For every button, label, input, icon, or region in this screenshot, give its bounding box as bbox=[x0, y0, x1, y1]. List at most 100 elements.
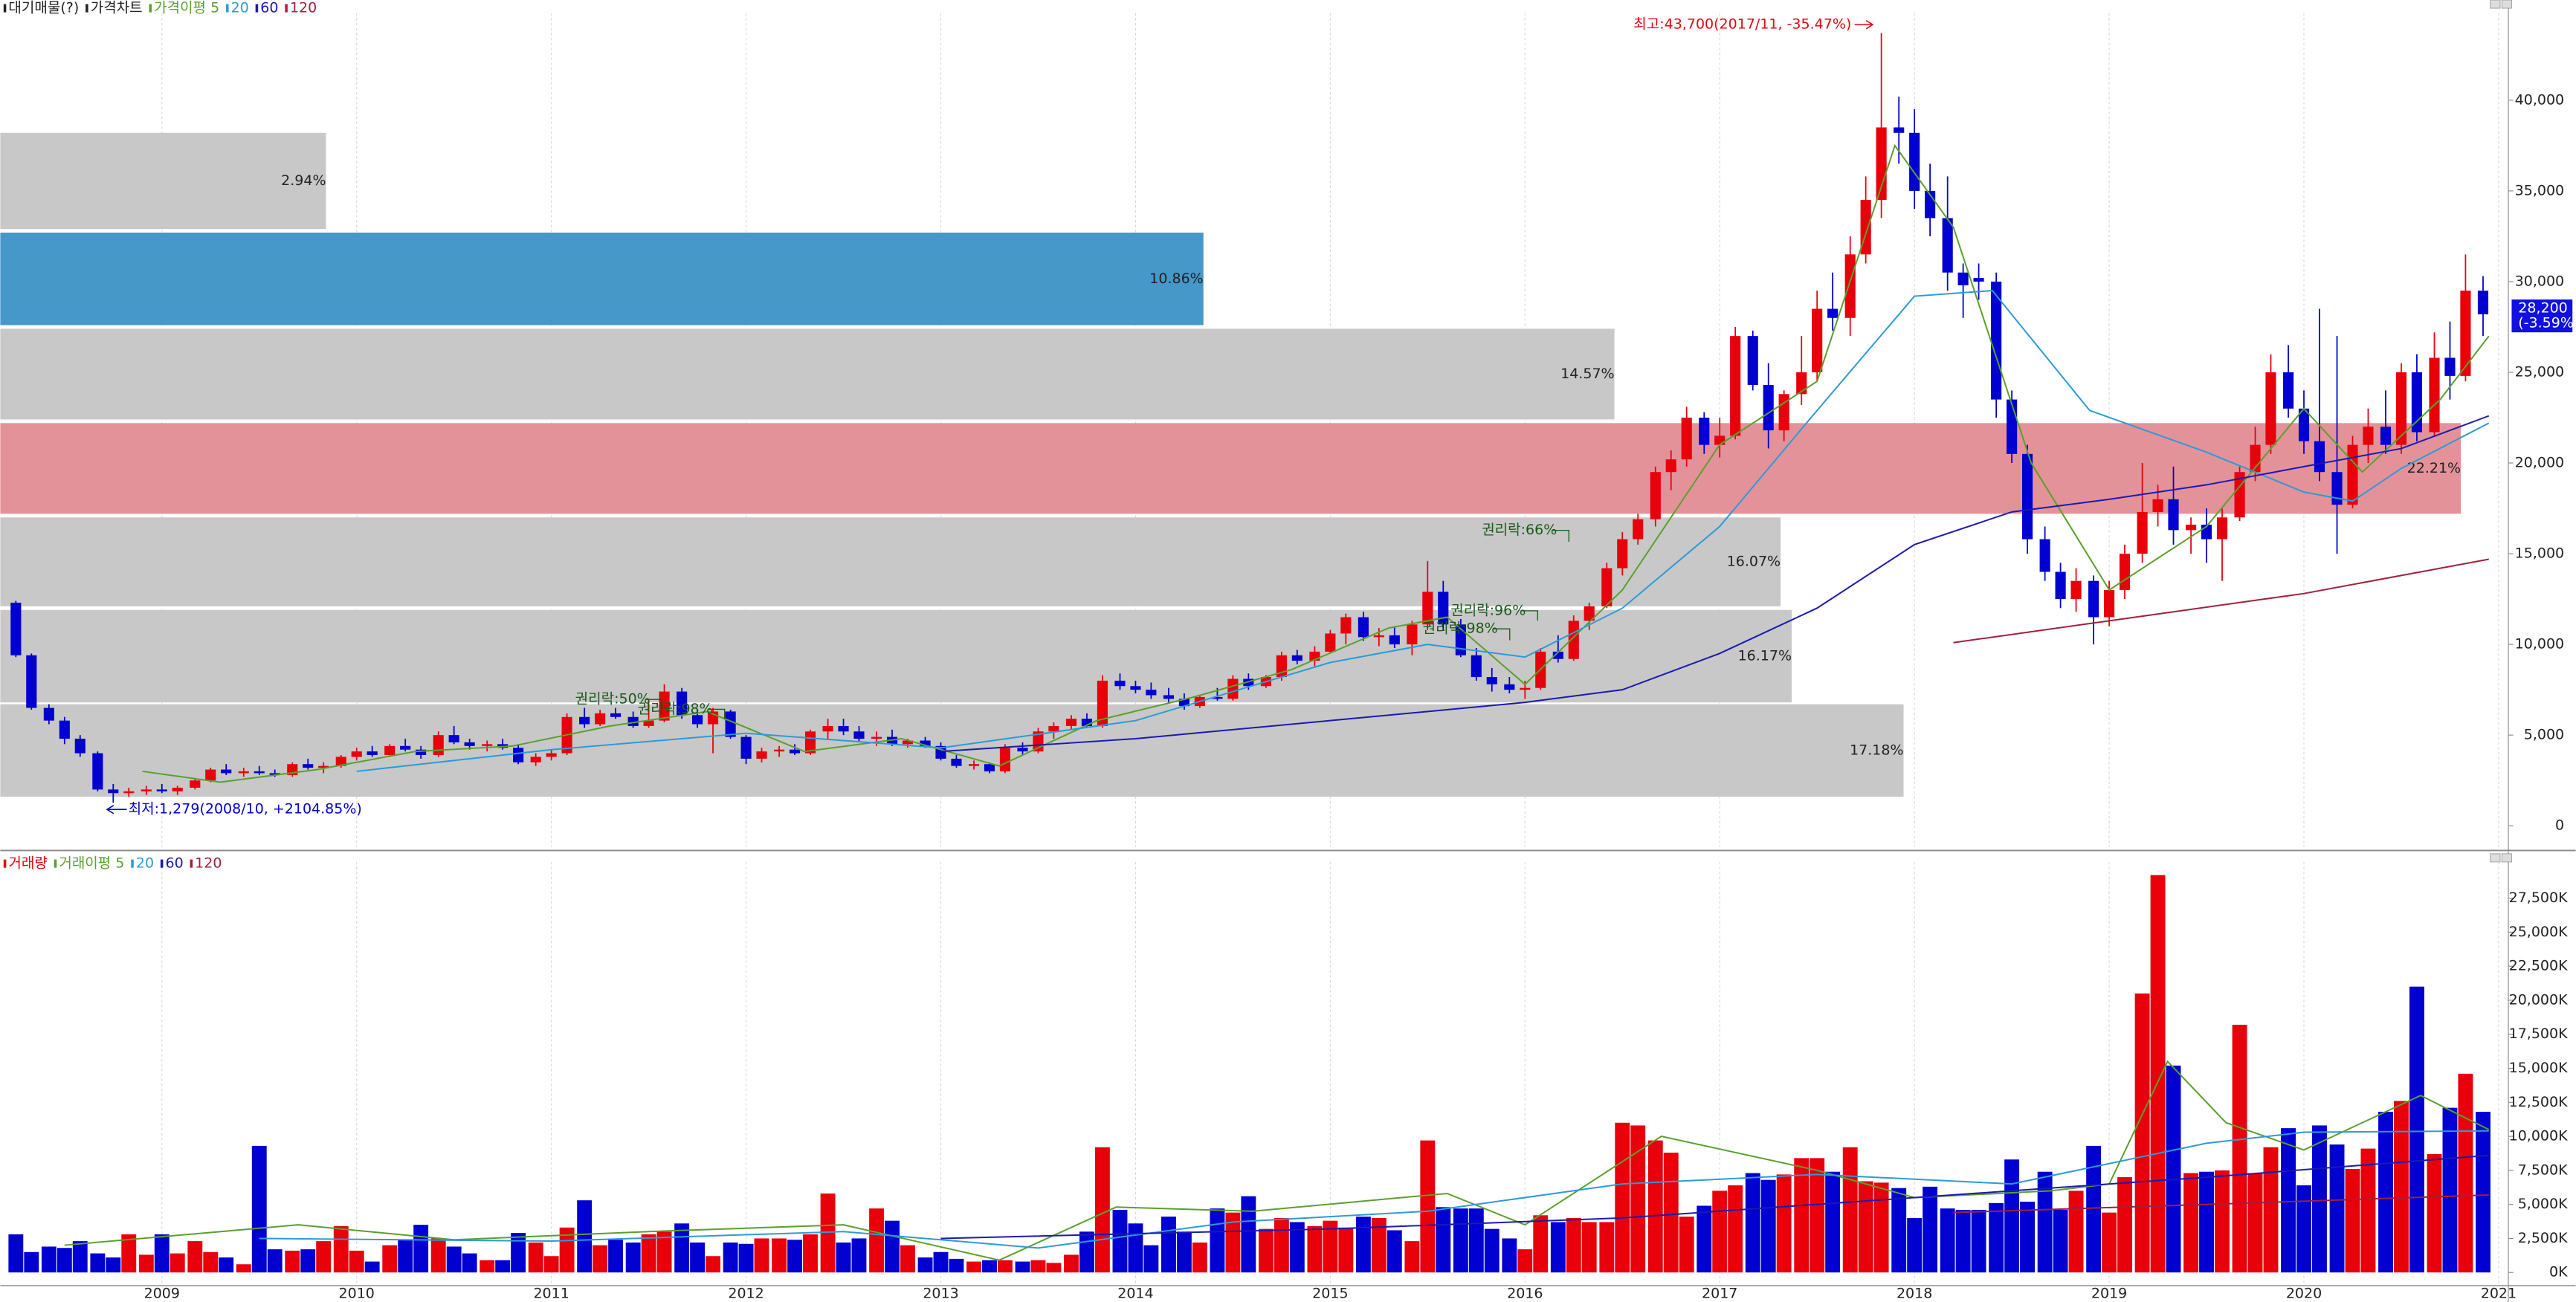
volume-bar bbox=[511, 1233, 526, 1273]
legend-label: 대기매물(?) bbox=[8, 0, 79, 16]
volume-bar bbox=[2053, 1209, 2068, 1273]
volume-bar bbox=[625, 1242, 641, 1273]
volume-bar bbox=[2232, 1024, 2247, 1273]
volume-bar bbox=[446, 1246, 462, 1273]
y-tick-label: 20,000K bbox=[2509, 991, 2568, 1008]
candle-body bbox=[2395, 372, 2407, 445]
volume-bar bbox=[851, 1238, 867, 1273]
y-tick-label: 12,500K bbox=[2509, 1094, 2568, 1110]
moving-average bbox=[142, 143, 2490, 783]
volume-bar bbox=[1550, 1222, 1566, 1273]
candle-body bbox=[1699, 418, 1710, 445]
volume-bar bbox=[1825, 1171, 1841, 1273]
volume-bar bbox=[24, 1251, 39, 1273]
legend-swatch bbox=[3, 859, 7, 868]
profile-label: 14.57% bbox=[1560, 366, 1614, 382]
candle-body bbox=[1340, 617, 1352, 634]
volume-bar bbox=[1581, 1222, 1597, 1273]
volume-bar bbox=[1112, 1209, 1128, 1273]
candle-body bbox=[822, 725, 833, 732]
volume-bar bbox=[1468, 1208, 1484, 1273]
volume-bar bbox=[480, 1260, 495, 1273]
annotation: 최고:43,700(2017/11, -35.47%) bbox=[1633, 16, 1851, 33]
annotation: 권리락:96% bbox=[1450, 602, 1526, 618]
volume-bar bbox=[1776, 1174, 1792, 1273]
legend-label: 거래이평 5 bbox=[59, 855, 124, 872]
y-tick-label: 15,000 bbox=[2515, 545, 2564, 562]
volume-bar bbox=[641, 1234, 656, 1273]
volume-bar bbox=[2102, 1212, 2117, 1273]
volume-bar bbox=[1241, 1196, 1256, 1273]
volume-bar bbox=[656, 1231, 672, 1273]
volume-bar bbox=[966, 1261, 981, 1273]
panel-button[interactable] bbox=[2490, 0, 2501, 9]
volume-bar bbox=[1502, 1238, 1517, 1273]
candle-body bbox=[546, 753, 557, 757]
panel-button[interactable] bbox=[2490, 853, 2501, 863]
candle-body bbox=[123, 791, 135, 794]
volume-bar bbox=[382, 1245, 398, 1273]
volume-bar bbox=[1712, 1191, 1728, 1273]
volume-bar bbox=[900, 1245, 915, 1273]
volume-bar bbox=[690, 1242, 706, 1273]
panel-button[interactable] bbox=[2501, 853, 2512, 863]
candle-body bbox=[756, 751, 767, 759]
volume-bar bbox=[1015, 1261, 1030, 1273]
candle-body bbox=[269, 773, 280, 775]
volume-bar bbox=[559, 1227, 575, 1273]
candle-body bbox=[627, 716, 639, 726]
moving-average bbox=[356, 290, 2490, 772]
last-price: 28,200 bbox=[2518, 300, 2567, 317]
volume-bar bbox=[1794, 1158, 1810, 1273]
volume-bar bbox=[1745, 1173, 1760, 1273]
volume-bar bbox=[2020, 1202, 2036, 1273]
y-tick-label: 0 bbox=[2555, 817, 2564, 834]
candle-body bbox=[1243, 678, 1254, 687]
annotation: 권리락:98% bbox=[1423, 621, 1498, 637]
volume-bar bbox=[8, 1234, 24, 1273]
volume-bar bbox=[885, 1220, 900, 1273]
volume-bar bbox=[2442, 1107, 2458, 1273]
candle-body bbox=[1633, 519, 1644, 540]
y-tick-label: 40,000 bbox=[2515, 91, 2564, 108]
legend-swatch bbox=[255, 4, 259, 13]
candle-body bbox=[1957, 272, 1969, 285]
annotation-arrow bbox=[1854, 19, 1874, 30]
profile-band bbox=[0, 132, 326, 230]
volume-bar bbox=[997, 1260, 1013, 1273]
volume-bar bbox=[1355, 1217, 1371, 1273]
candle-body bbox=[513, 748, 524, 762]
volume-bar bbox=[1940, 1208, 1955, 1273]
legend-label: 20 bbox=[136, 855, 154, 872]
volume-bar bbox=[398, 1240, 413, 1273]
volume-bar bbox=[1420, 1140, 1436, 1273]
legend-swatch bbox=[85, 4, 88, 13]
volume-bar bbox=[2458, 1073, 2473, 1273]
candle-body bbox=[172, 787, 183, 791]
legend-label: 60 bbox=[260, 0, 278, 16]
volume-bar bbox=[462, 1253, 477, 1273]
volume-bar bbox=[1274, 1217, 1289, 1273]
volume-bar bbox=[2409, 986, 2424, 1273]
volume-bar bbox=[608, 1240, 624, 1273]
candle-body bbox=[59, 720, 70, 739]
candle-body bbox=[205, 769, 216, 781]
panel-button[interactable] bbox=[2501, 0, 2512, 9]
volume-bar bbox=[1923, 1186, 1938, 1273]
volume-bar bbox=[1873, 1182, 1889, 1273]
candle-body bbox=[774, 749, 785, 752]
annotation: 권리락:50% bbox=[575, 691, 651, 707]
volume-bar bbox=[1615, 1122, 1630, 1273]
candle-body bbox=[2088, 580, 2099, 618]
volume-bar bbox=[1128, 1223, 1143, 1273]
candle-body bbox=[725, 711, 736, 737]
profile-label: 17.18% bbox=[1850, 742, 1903, 758]
annotation-arrow bbox=[106, 805, 127, 814]
volume-bar bbox=[57, 1248, 72, 1273]
candle-body bbox=[1389, 635, 1400, 645]
volume-bar bbox=[2166, 1065, 2181, 1273]
volume-bar bbox=[593, 1245, 608, 1273]
candle-body bbox=[2477, 291, 2489, 314]
candle-body bbox=[1876, 127, 1887, 201]
